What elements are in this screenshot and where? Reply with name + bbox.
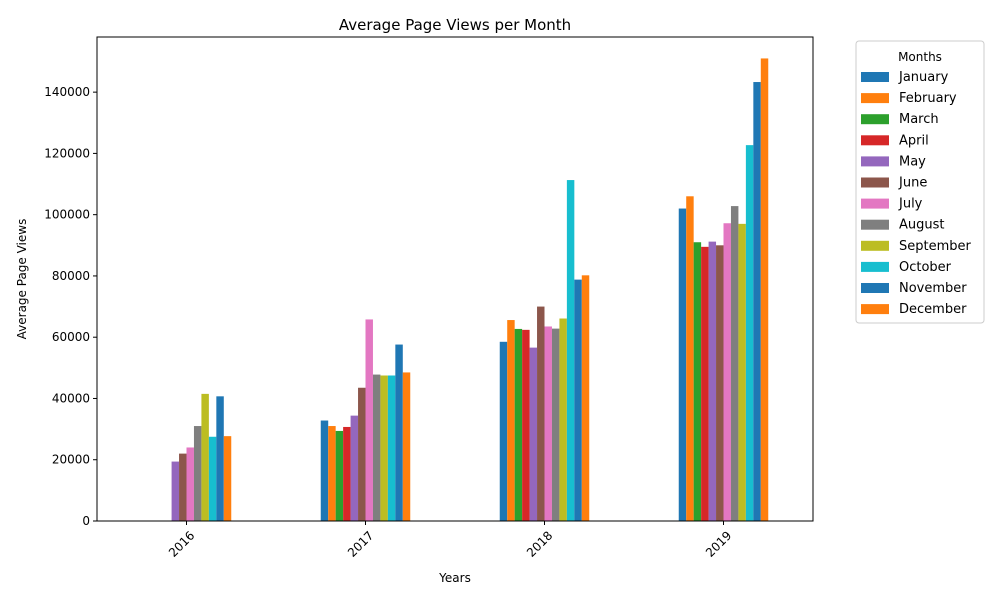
legend-label-june: June: [898, 176, 927, 191]
bar-december-2016: [223, 436, 232, 521]
legend: Months January February March April May June Ju…: [855, 40, 985, 324]
legend-swatch-november: [861, 283, 889, 293]
bar-october-2017: [387, 375, 396, 521]
legend-label-april: April: [899, 133, 929, 148]
bar-august-2016: [193, 426, 202, 521]
legend-swatch-may: [861, 156, 889, 167]
bar-november-2019: [753, 82, 761, 521]
legend-box: [855, 40, 985, 324]
bar-january-2018: [499, 341, 508, 521]
bar-october-2018: [566, 180, 575, 521]
y-axis-label: Average Page Views: [15, 219, 29, 340]
legend-swatch-july: [861, 198, 889, 209]
bar-june-2018: [537, 306, 545, 521]
y-axis: 0 20000 40000 60000 80000 100000 120000 140000: [44, 85, 97, 528]
legend-swatch-june: [861, 177, 889, 188]
bar-september-2018: [559, 318, 567, 521]
y-tick-label: 120000: [44, 146, 90, 160]
bar-april-2017: [343, 426, 351, 521]
legend-swatch-march: [861, 114, 889, 125]
bar-august-2018: [551, 328, 560, 521]
y-tick-label: 80000: [52, 269, 90, 283]
bar-may-2019: [708, 241, 717, 521]
bar-march-2018: [514, 328, 523, 521]
legend-swatch-january: [861, 72, 889, 82]
bar-january-2017: [320, 420, 329, 521]
bar-may-2018: [529, 347, 538, 521]
bar-january-2019: [678, 208, 687, 521]
bar-june-2017: [358, 387, 366, 521]
bar-november-2017: [395, 344, 403, 521]
legend-swatch-december: [861, 304, 889, 315]
bar-november-2018: [574, 279, 582, 521]
y-tick-label: 140000: [44, 85, 90, 99]
x-tick-label: 2017: [345, 528, 376, 559]
legend-swatch-august: [861, 219, 889, 230]
y-tick-label: 0: [82, 514, 90, 528]
bar-july-2019: [723, 223, 731, 521]
bar-june-2016: [179, 453, 187, 521]
bar-march-2019: [693, 242, 702, 521]
legend-swatch-september: [861, 240, 889, 251]
bar-february-2018: [507, 320, 515, 521]
legend-label-may: May: [899, 154, 926, 169]
x-axis: 2016 2017 2018 2019: [166, 521, 734, 560]
bar-september-2016: [201, 393, 209, 521]
bar-june-2019: [716, 245, 724, 521]
x-tick-label: 2019: [703, 528, 734, 559]
y-tick-label: 20000: [52, 453, 90, 467]
bar-april-2018: [522, 329, 530, 521]
x-axis-label: Years: [438, 571, 471, 585]
bar-may-2016: [171, 461, 180, 521]
bar-october-2016: [208, 436, 217, 521]
y-tick-label: 100000: [44, 208, 90, 222]
bar-october-2019: [745, 145, 754, 522]
legend-label-august: August: [899, 218, 945, 233]
bar-december-2017: [402, 372, 411, 521]
y-tick-label: 40000: [52, 391, 90, 405]
legend-label-november: November: [899, 281, 967, 296]
bar-august-2017: [372, 374, 381, 521]
legend-label-february: February: [899, 91, 957, 106]
legend-label-july: July: [898, 197, 923, 212]
bar-may-2017: [350, 415, 359, 521]
legend-swatch-february: [861, 93, 889, 104]
bar-august-2019: [730, 206, 739, 521]
y-tick-label: 60000: [52, 330, 90, 344]
bar-march-2017: [335, 430, 344, 521]
bar-july-2018: [544, 326, 552, 521]
legend-title: Months: [898, 50, 942, 64]
legend-label-january: January: [898, 70, 949, 85]
bar-february-2017: [328, 426, 336, 521]
bar-december-2018: [581, 275, 590, 521]
legend-label-december: December: [899, 302, 967, 317]
legend-swatch-april: [861, 135, 889, 146]
bars-layer: [171, 58, 769, 522]
bar-september-2019: [738, 223, 746, 521]
plot-frame: [96, 36, 814, 522]
bar-april-2019: [701, 246, 709, 521]
bar-september-2017: [380, 375, 388, 521]
x-tick-label: 2018: [524, 528, 555, 559]
legend-swatch-october: [861, 261, 889, 272]
bar-july-2016: [186, 447, 194, 521]
bar-february-2019: [686, 196, 694, 521]
chart-title: Average Page Views per Month: [339, 16, 571, 34]
bar-december-2019: [760, 58, 769, 521]
legend-label-september: September: [899, 239, 972, 254]
legend-label-october: October: [899, 260, 952, 275]
bar-july-2017: [365, 319, 373, 521]
x-tick-label: 2016: [166, 528, 197, 559]
bar-november-2016: [216, 396, 224, 521]
legend-label-march: March: [899, 112, 939, 127]
